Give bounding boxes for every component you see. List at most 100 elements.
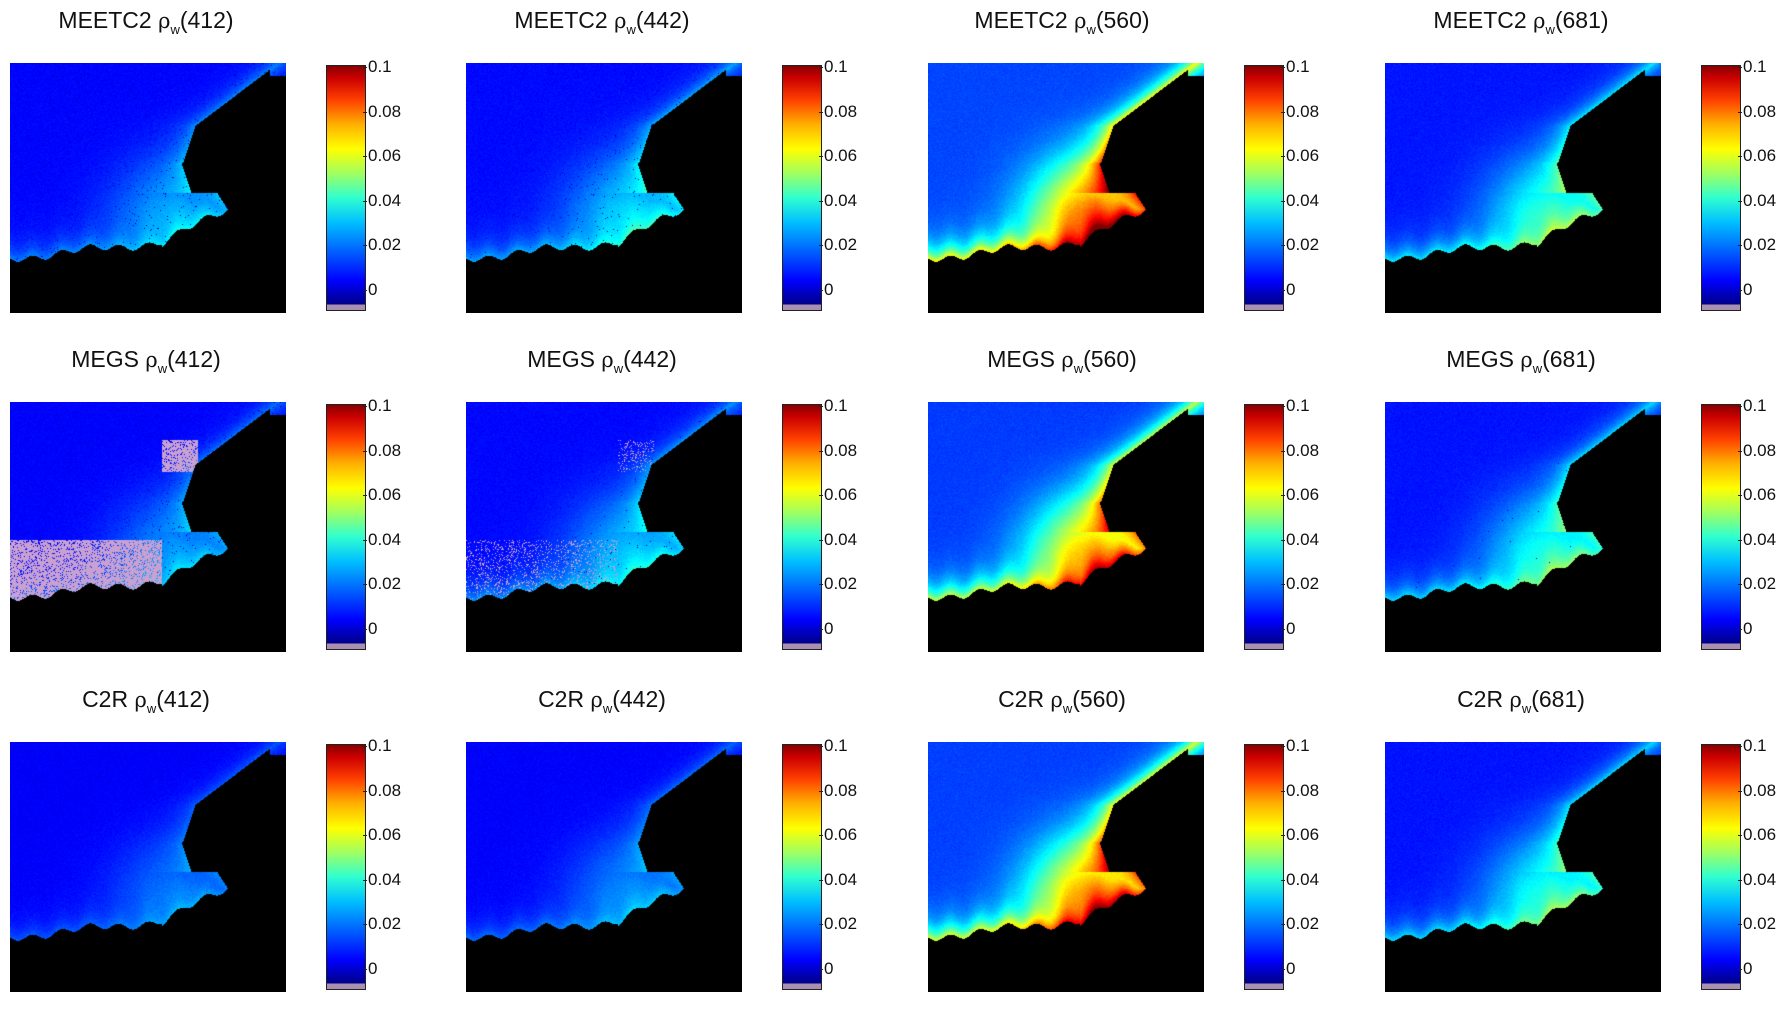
reflectance-map (466, 63, 742, 313)
colorbar-tick: 0.04 (362, 190, 402, 210)
rho-subscript: w (1073, 361, 1084, 376)
panel-title: MEETC2 ρw(681) (1371, 5, 1671, 45)
colorbar-tick: 0.08 (1280, 101, 1320, 121)
map-panel: MEGS ρw(560) 0.1 0.08 0.06 0.04 0.02 0 (918, 344, 1358, 674)
colorbar-tick: 0.02 (818, 235, 858, 254)
colorbar-tick: 0.06 (1280, 485, 1320, 504)
colorbar-tick: 0.04 (1737, 190, 1777, 210)
colorbar-tick: 0.06 (1280, 146, 1320, 165)
panel-band: (560) (1083, 346, 1137, 372)
colorbar-tick: 0 (362, 618, 378, 638)
panel-method: C2R (1457, 686, 1510, 712)
reflectance-map (10, 402, 286, 652)
colorbar-tick: 0 (1280, 958, 1296, 978)
colorbar-tick: 0.06 (1737, 825, 1777, 844)
colorbar-tick: 0.06 (818, 146, 858, 165)
map-panel: MEGS ρw(681) 0.1 0.08 0.06 0.04 0.02 0 (1375, 344, 1789, 674)
rho-subscript: w (157, 361, 168, 376)
reflectance-map (928, 63, 1204, 313)
panel-title: MEETC2 ρw(412) (0, 5, 296, 45)
map-panel: MEETC2 ρw(560) 0.1 0.08 0.06 0.04 0.02 0 (918, 5, 1358, 335)
panel-band: (442) (612, 686, 666, 712)
panel-title: C2R ρw(442) (452, 684, 752, 724)
colorbar (326, 404, 366, 650)
panel-title: C2R ρw(560) (912, 684, 1212, 724)
panel-method: MEETC2 (1433, 7, 1534, 33)
rho-subscript: w (1086, 22, 1096, 37)
colorbar-tick: 0.02 (362, 235, 402, 254)
reflectance-map (10, 742, 286, 992)
colorbar-tick: 0.1 (1738, 396, 1767, 415)
panel-method: MEETC2 (974, 7, 1075, 33)
reflectance-map (928, 402, 1204, 652)
colorbar-tick: 0.08 (818, 780, 858, 800)
colorbar-tick: 0.02 (1737, 574, 1777, 593)
colorbar-tick: 0.1 (1281, 57, 1310, 76)
rho-subscript: w (1521, 701, 1532, 716)
colorbar-tick: 0 (818, 618, 834, 638)
colorbar-tick: 0.1 (819, 396, 848, 415)
rho-symbol: ρ (1533, 9, 1546, 33)
map-panel: MEETC2 ρw(442) 0.1 0.08 0.06 0.04 0.02 0 (456, 5, 896, 335)
rho-symbol: ρ (1074, 9, 1087, 33)
colorbar-tick: 0.02 (362, 914, 402, 933)
colorbar (1244, 65, 1284, 311)
colorbar (782, 65, 822, 311)
rho-symbol: ρ (1520, 348, 1533, 372)
rho-symbol: ρ (145, 348, 158, 372)
map-panel: MEGS ρw(442) 0.1 0.08 0.06 0.04 0.02 0 (456, 344, 896, 674)
colorbar (1701, 744, 1741, 990)
rho-subscript: w (602, 701, 613, 716)
colorbar-tick: 0.08 (1737, 780, 1777, 800)
colorbar-tick: 0.02 (362, 574, 402, 593)
colorbar-tick: 0.1 (819, 57, 848, 76)
colorbar-tick: 0.04 (1737, 869, 1777, 889)
colorbar (1244, 744, 1284, 990)
colorbar-tick: 0 (362, 958, 378, 978)
colorbar-tick: 0.08 (362, 440, 402, 460)
colorbar-tick: 0.06 (818, 825, 858, 844)
colorbar-tick: 0.1 (1738, 736, 1767, 755)
colorbar-tick: 0.08 (1280, 440, 1320, 460)
colorbar-tick: 0.1 (363, 57, 392, 76)
reflectance-map (1385, 402, 1661, 652)
colorbar (1244, 404, 1284, 650)
colorbar-tick: 0.04 (1280, 869, 1320, 889)
panel-method: MEETC2 (58, 7, 159, 33)
colorbar-tick: 0.02 (818, 574, 858, 593)
panel-band: (412) (156, 686, 210, 712)
panel-band: (560) (1072, 686, 1126, 712)
panel-band: (681) (1542, 346, 1596, 372)
colorbar-tick: 0 (1737, 279, 1753, 299)
rho-symbol: ρ (134, 688, 147, 712)
colorbar-tick: 0 (1280, 279, 1296, 299)
panel-method: C2R (538, 686, 591, 712)
colorbar-tick: 0.06 (1737, 485, 1777, 504)
colorbar-tick: 0.1 (1281, 396, 1310, 415)
colorbar-tick: 0.04 (362, 529, 402, 549)
colorbar-tick: 0.06 (362, 485, 402, 504)
colorbar-tick: 0.1 (1281, 736, 1310, 755)
colorbar-tick: 0 (362, 279, 378, 299)
panel-method: MEGS (71, 346, 146, 372)
panel-method: MEETC2 (514, 7, 615, 33)
panel-band: (681) (1531, 686, 1585, 712)
panel-band: (412) (167, 346, 221, 372)
rho-subscript: w (1545, 22, 1555, 37)
map-panel: MEGS ρw(412) 0.1 0.08 0.06 0.04 0.02 0 (0, 344, 440, 674)
colorbar-tick: 0.02 (1737, 914, 1777, 933)
colorbar-tick: 0.06 (818, 485, 858, 504)
colorbar-tick: 0.08 (1737, 440, 1777, 460)
colorbar-tick: 0.1 (1738, 57, 1767, 76)
panel-title: MEGS ρw(412) (0, 344, 296, 384)
panel-title: MEETC2 ρw(560) (912, 5, 1212, 45)
colorbar-tick: 0.04 (1280, 529, 1320, 549)
colorbar-tick: 0.08 (1737, 101, 1777, 121)
panel-title: MEETC2 ρw(442) (452, 5, 752, 45)
colorbar-tick: 0.08 (362, 780, 402, 800)
colorbar-tick: 0.08 (818, 440, 858, 460)
colorbar-tick: 0 (1280, 618, 1296, 638)
colorbar-tick: 0.02 (1280, 574, 1320, 593)
colorbar-tick: 0.08 (818, 101, 858, 121)
map-panel: MEETC2 ρw(412) 0.1 0.08 0.06 0.04 0.02 0 (0, 5, 440, 335)
